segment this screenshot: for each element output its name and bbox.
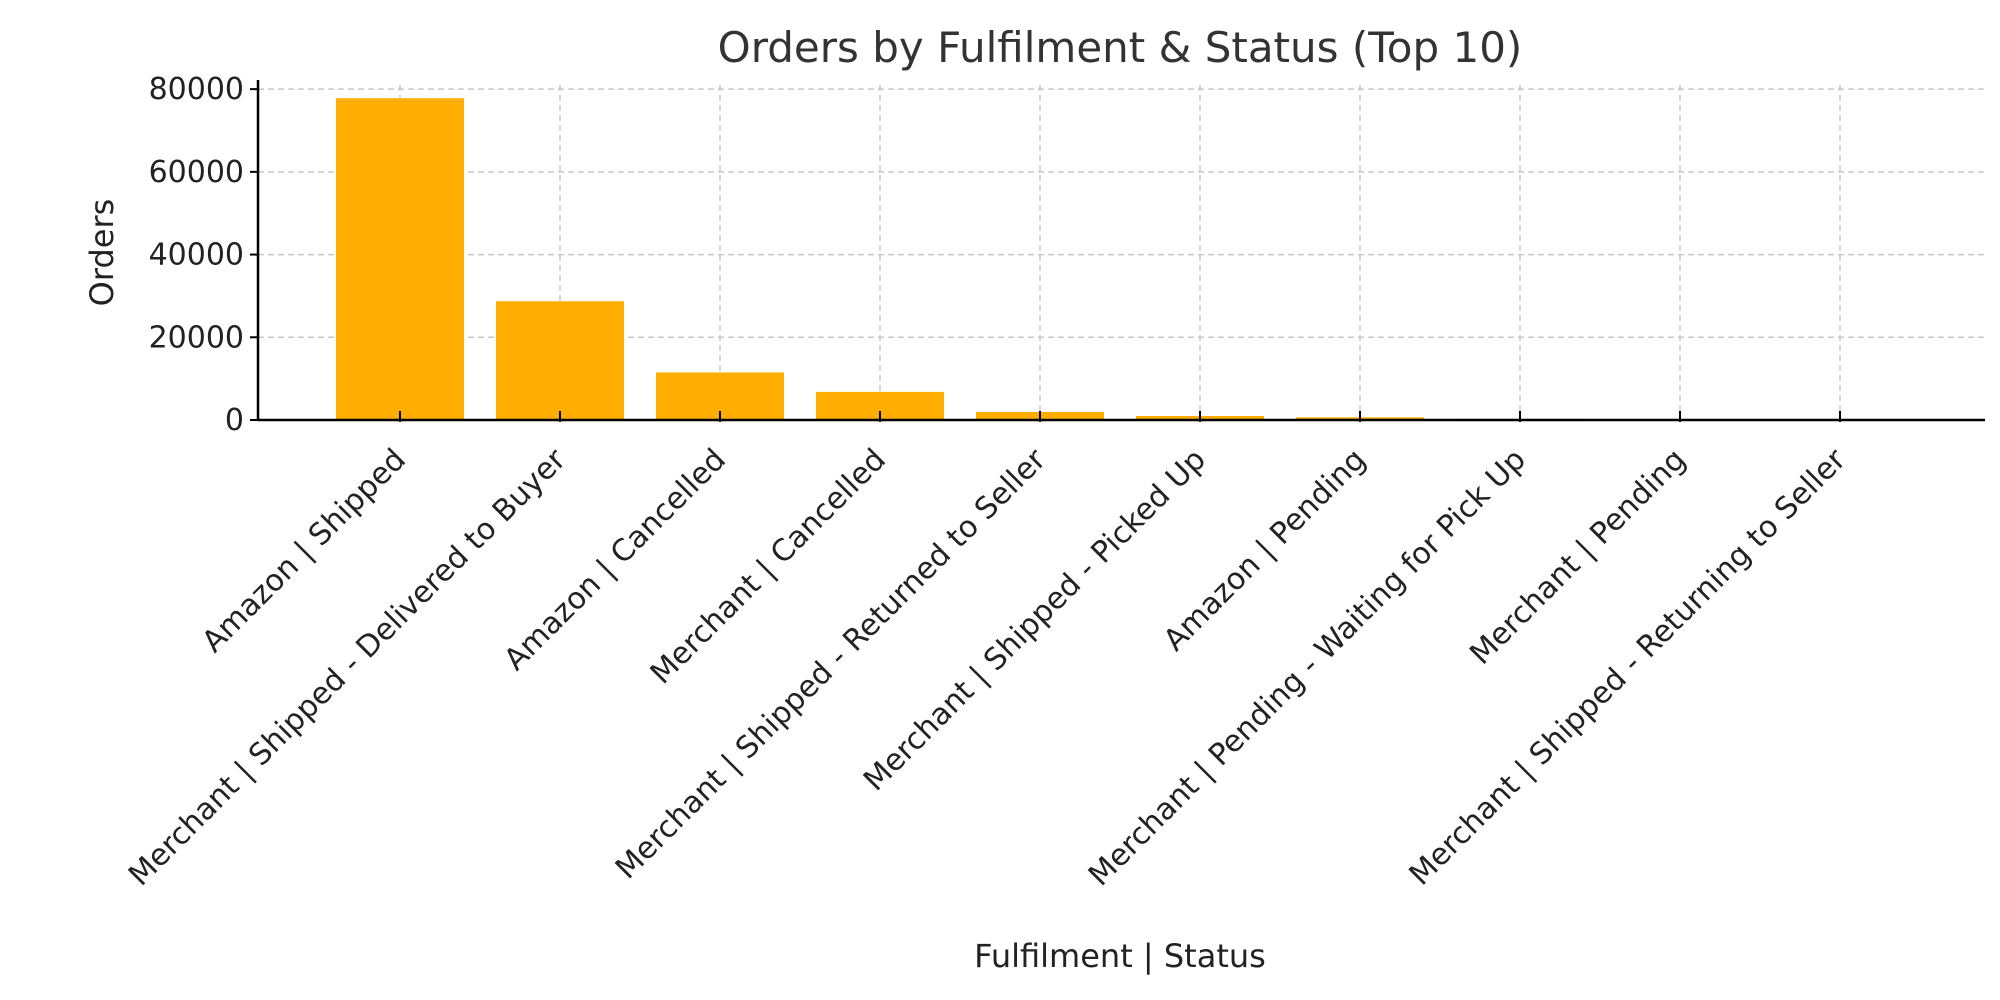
x-axis-title: Fulfilment | Status	[974, 937, 1266, 975]
y-tick-label: 20000	[149, 320, 244, 355]
chart-title: Orders by Fulfilment & Status (Top 10)	[718, 23, 1523, 72]
y-tick-labels: 0 20000 40000 60000 80000	[149, 72, 244, 438]
y-tick-label: 80000	[149, 72, 244, 107]
y-axis-title: Orders	[83, 199, 121, 307]
bars-layer	[336, 98, 1904, 421]
y-tick-label: 40000	[149, 238, 244, 273]
y-tick-label: 60000	[149, 155, 244, 190]
y-tick-label: 0	[225, 403, 244, 438]
x-tick-label: Merchant | Shipped - Picked Up	[857, 442, 1213, 798]
axes-layer	[250, 80, 1985, 422]
bar	[496, 301, 624, 420]
bar	[336, 98, 464, 421]
